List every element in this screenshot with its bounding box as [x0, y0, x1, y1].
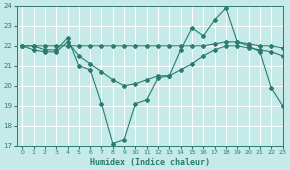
X-axis label: Humidex (Indice chaleur): Humidex (Indice chaleur): [90, 158, 210, 167]
